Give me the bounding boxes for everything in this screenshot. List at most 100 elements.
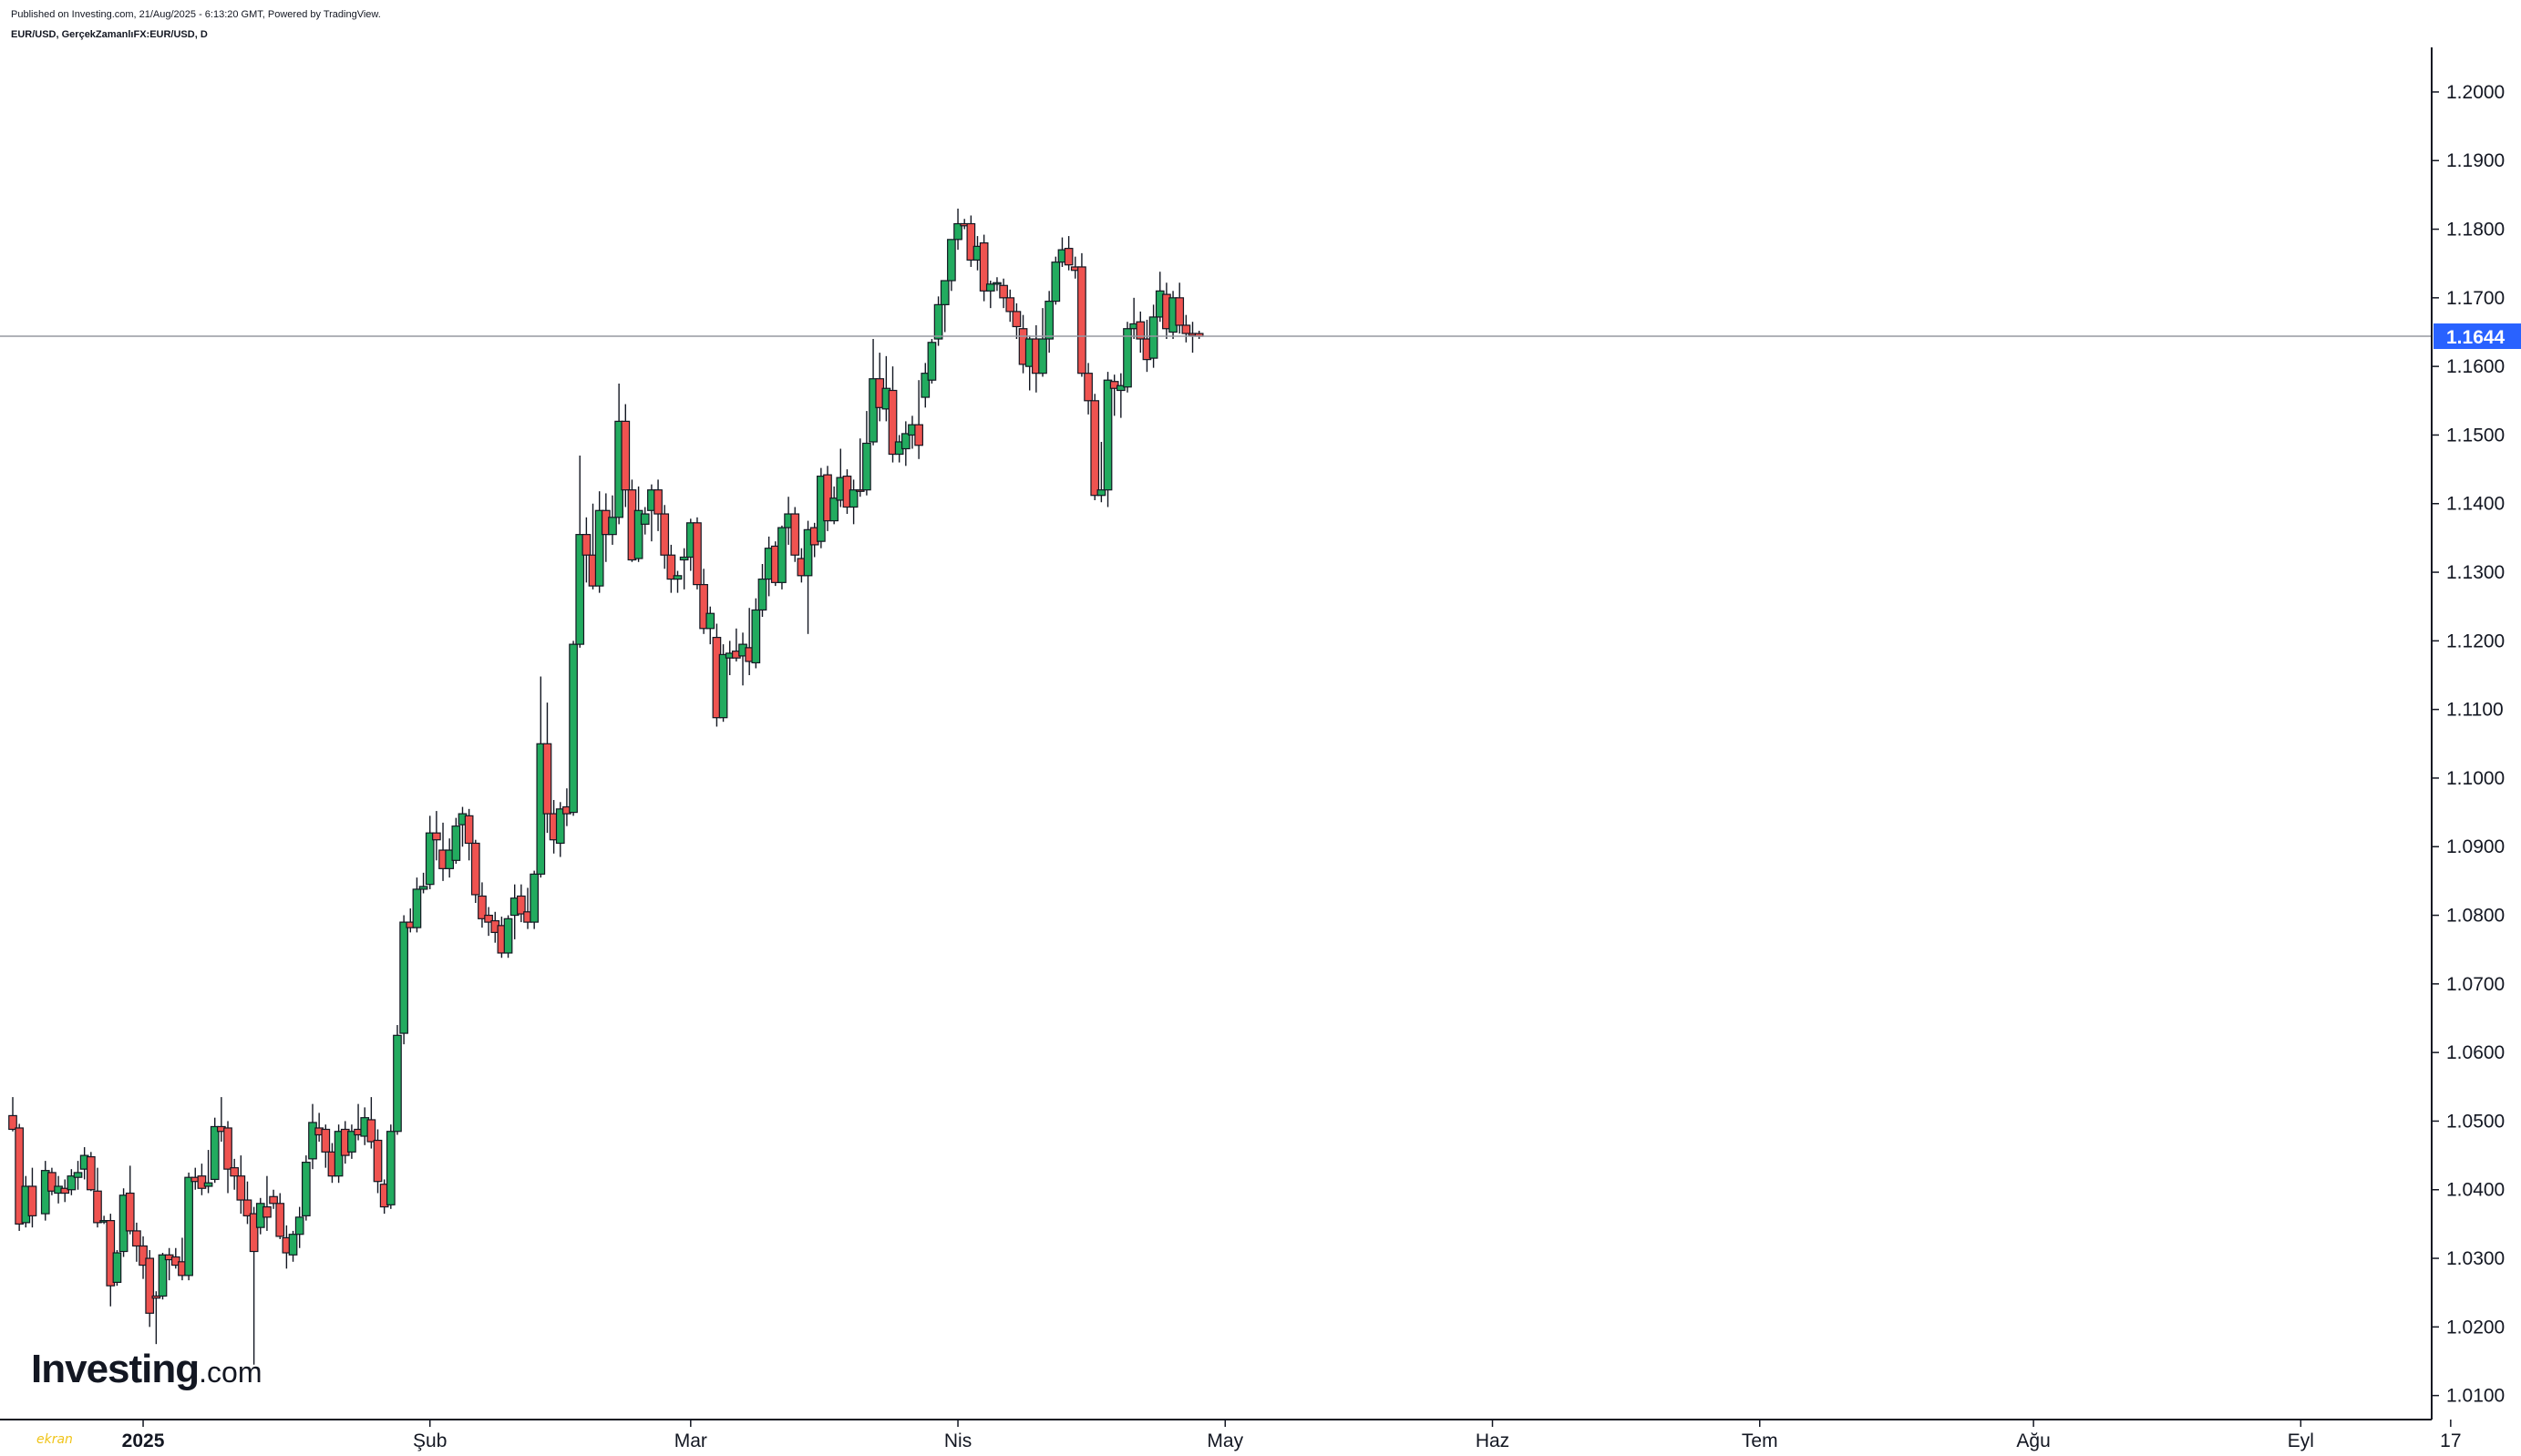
candle-body-down (139, 1245, 148, 1266)
candle-body-up (849, 489, 859, 508)
candle-body-down (464, 815, 474, 845)
price-tick-label: 1.1200 (2446, 631, 2505, 651)
candle-body-down (621, 420, 631, 491)
candle-body-down (517, 895, 526, 915)
candle (145, 1250, 155, 1328)
candle (777, 525, 787, 590)
time-axis[interactable]: 2025 Şub Mar Nis May Haz Tem Ağu Eyl 17 (122, 1420, 2462, 1451)
candle (27, 1167, 37, 1228)
candle-body-down (542, 743, 552, 815)
candle-body-up (67, 1175, 77, 1191)
price-tick-label: 1.1900 (2446, 150, 2505, 171)
candle-body-up (940, 280, 950, 305)
candle (223, 1121, 232, 1194)
price-tick-label: 1.1600 (2446, 356, 2505, 377)
price-tick-label: 1.2000 (2446, 82, 2505, 103)
candle (979, 234, 989, 302)
candle-body-down (484, 914, 493, 923)
current-price-tag-bg (2434, 323, 2521, 350)
candle-body-down (242, 1199, 252, 1216)
candle (470, 839, 480, 903)
candle (966, 215, 976, 267)
candle-body-down (1181, 324, 1191, 334)
candle (170, 1247, 180, 1269)
candle (621, 404, 631, 508)
candle-body-up (777, 527, 787, 583)
candle (985, 281, 995, 309)
candle-body-down (1175, 297, 1185, 326)
candle (699, 569, 708, 634)
candles-layer (8, 208, 1204, 1365)
candle-body-up (803, 528, 813, 577)
candle-body-up (393, 1034, 402, 1133)
candle-body-up (73, 1172, 83, 1178)
candle-body-down (321, 1128, 331, 1153)
current-price-tag-label: 1.1644 (2446, 327, 2506, 348)
candle (451, 817, 461, 865)
symbol-label: EUR/USD, GerçekZamanlıFX:EUR/USD, D (11, 29, 208, 40)
candle (640, 507, 650, 535)
price-tick-label: 1.0100 (2446, 1386, 2505, 1407)
candle (575, 456, 585, 648)
price-tick-label: 1.0500 (2446, 1111, 2505, 1132)
candle (464, 808, 474, 861)
logo-text: Investing (31, 1347, 200, 1391)
candle (393, 1025, 402, 1135)
candle-body-down (855, 489, 865, 492)
candle (93, 1167, 102, 1228)
candle-body-down (1077, 266, 1086, 374)
candle-body-down (269, 1195, 278, 1205)
candle-body-up (633, 509, 643, 559)
price-tick-label: 1.0700 (2446, 974, 2505, 995)
price-axis[interactable]: 1.2000 1.1900 1.1800 1.1700 1.1600 1.1500 1.14… (2432, 82, 2505, 1407)
candle-body-up (862, 442, 871, 491)
candle-body-down (236, 1175, 246, 1201)
candle (503, 915, 513, 959)
candle (660, 505, 670, 569)
candle-body-down (262, 1205, 272, 1218)
candle-body-down (966, 222, 976, 261)
candle (693, 517, 702, 590)
price-tick-label: 1.0800 (2446, 906, 2505, 927)
candle (197, 1164, 207, 1195)
candle-body-down (145, 1257, 155, 1314)
candle (151, 1291, 161, 1345)
candle (275, 1193, 285, 1239)
candle (653, 479, 663, 531)
candle-body-up (594, 509, 604, 587)
candle (953, 208, 962, 251)
candle (751, 598, 761, 669)
candle-body-down (470, 842, 480, 896)
candle (849, 479, 859, 525)
candle-body-down (125, 1192, 135, 1232)
candle-body-up (1096, 489, 1106, 497)
candle (269, 1189, 278, 1209)
candle-body-down (1084, 373, 1093, 402)
candle (594, 491, 604, 593)
current-price-tag: 1.1644 (2434, 323, 2521, 350)
price-tick-label: 1.0300 (2446, 1248, 2505, 1269)
candle-body-up (569, 643, 578, 814)
candle (373, 1129, 383, 1194)
candle (517, 884, 526, 923)
candle-body-down (197, 1175, 207, 1189)
candle-body-up (158, 1254, 168, 1297)
candle-body-down (432, 832, 441, 841)
candle (633, 486, 643, 562)
candle-body-down (275, 1203, 285, 1237)
candle (1103, 372, 1113, 508)
candle (230, 1158, 240, 1190)
candle-body-up (608, 517, 617, 536)
candle-body-up (301, 1162, 311, 1216)
candle (855, 438, 865, 497)
candle (790, 507, 800, 562)
candle-body-up (953, 222, 962, 241)
candle-body-up (184, 1176, 193, 1277)
candle-body-down (1109, 381, 1119, 389)
candle-body-up (1116, 385, 1126, 392)
candle-body-up (288, 1234, 298, 1256)
candle-body-up (386, 1131, 396, 1205)
candle (1194, 330, 1204, 340)
candle-body-up (203, 1182, 213, 1187)
